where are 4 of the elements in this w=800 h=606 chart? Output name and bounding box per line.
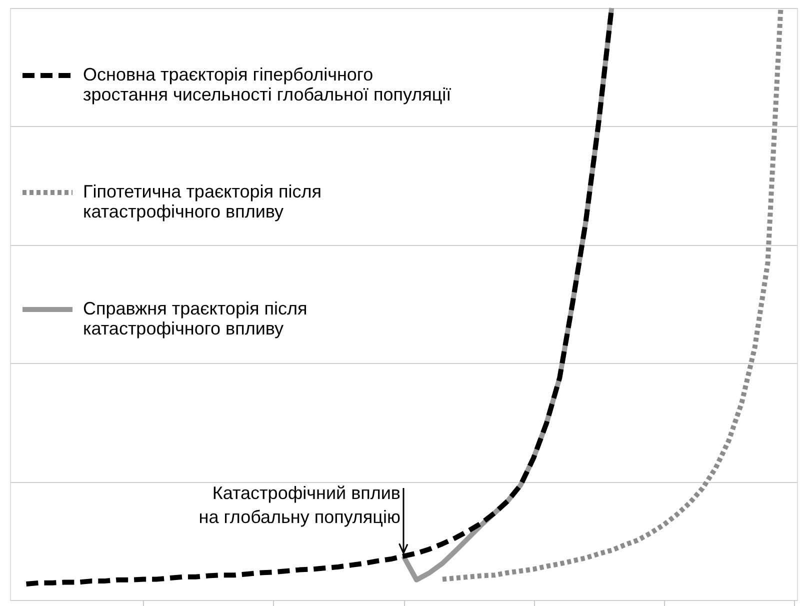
legend-label: Гіпотетична траєкторія після катастрофічного впливу — [83, 182, 322, 222]
legend-label: Справжня траєкторія після катастрофічного впливу — [83, 298, 308, 338]
annotation: Катастрофічний вплив на глобальну популяцію — [198, 483, 400, 527]
legend-label: Основна траєкторія гіперболічного зростання чисельності глобальної популяції — [83, 64, 452, 104]
